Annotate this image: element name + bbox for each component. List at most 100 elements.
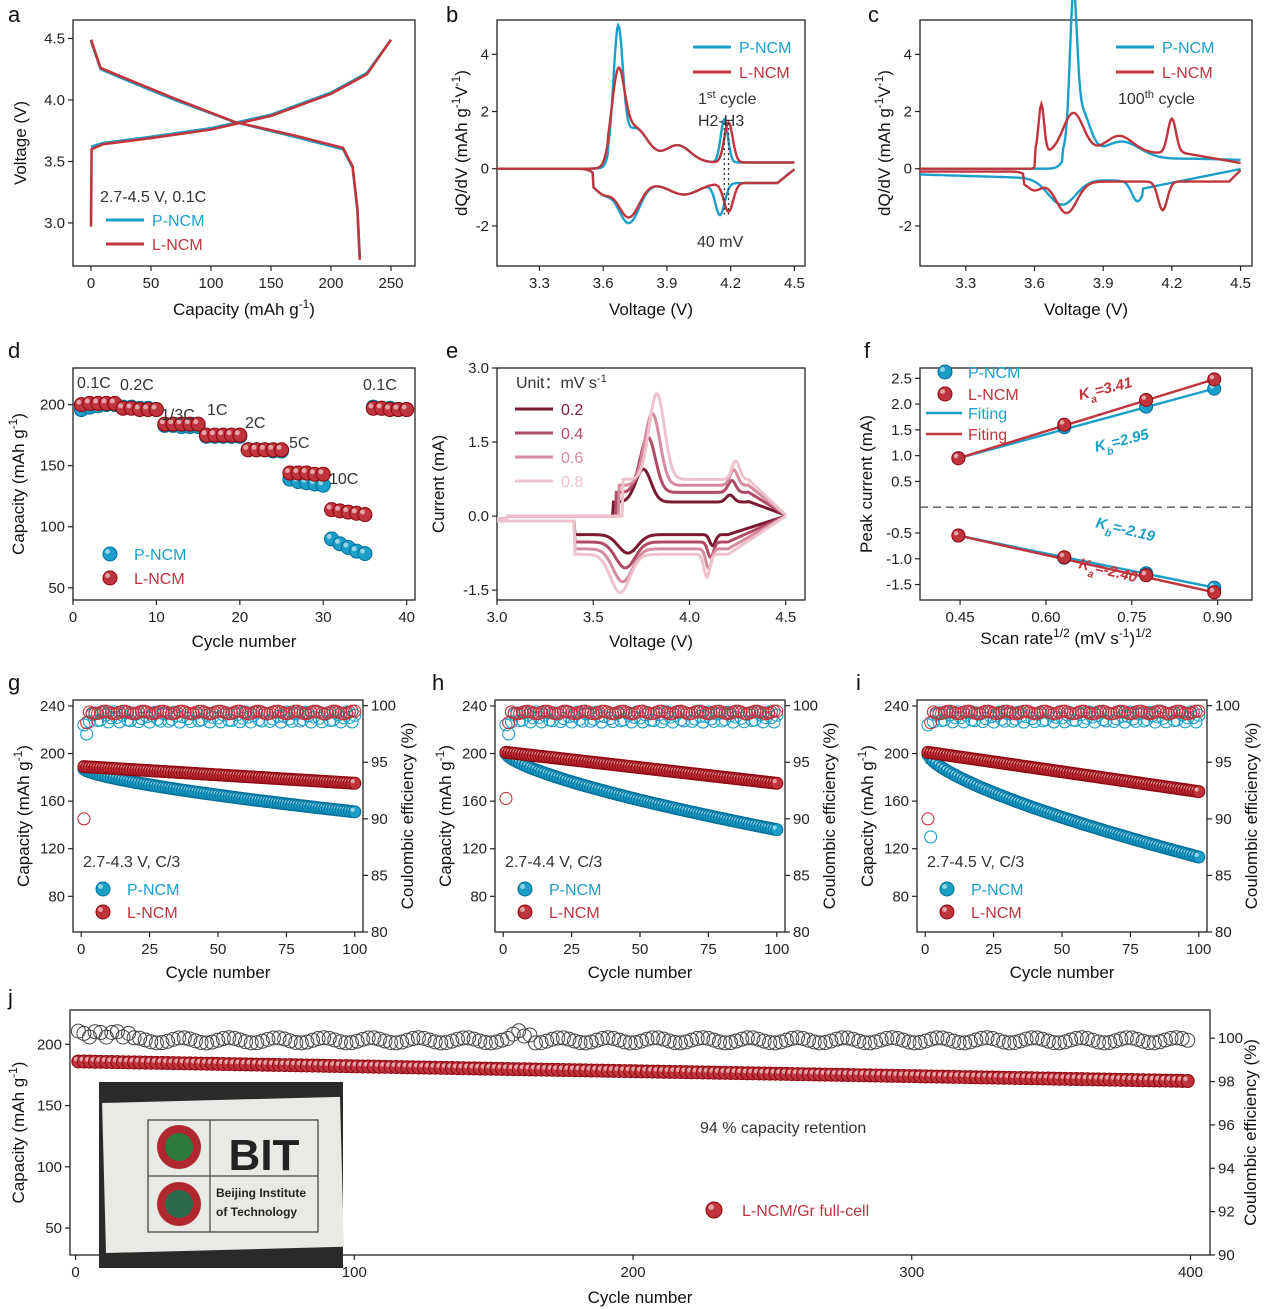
legend-l-ncm-marker — [937, 386, 953, 402]
point-highlight — [368, 403, 374, 409]
superscript-text: -1 — [872, 75, 886, 86]
text-span: =-2.19 — [1111, 519, 1157, 546]
legend-p-ncm-marker — [102, 546, 118, 562]
point-highlight — [93, 398, 99, 404]
x-tick-label: 100 — [198, 275, 223, 292]
text-span: cycle — [716, 91, 757, 108]
text-span: ) — [9, 1062, 28, 1068]
point-highlight — [350, 807, 355, 812]
y-tick-label: 0.0 — [468, 508, 489, 525]
ce-point — [327, 1032, 343, 1048]
legend-rate-label: 0.8 — [561, 474, 583, 491]
x-axis-title: Capacity (mAh g-1) — [173, 297, 315, 319]
text-span: ) — [309, 300, 315, 319]
condition-annotation: 2.7-4.3 V, C/3 — [83, 854, 180, 871]
text-span: dQ/dV (mAh g — [875, 108, 894, 216]
panel-letter: f — [864, 338, 871, 363]
ce-point — [789, 1030, 805, 1046]
ce-point — [1091, 1034, 1107, 1050]
capacity-point-P-NCM — [770, 823, 784, 837]
ce-point — [951, 1035, 967, 1051]
x-axis-title: Scan rate1/2 (mV s-1)1/2 — [980, 626, 1152, 648]
y2-tick-label: 100 — [371, 698, 396, 715]
ce-point — [645, 1030, 661, 1046]
ce-point — [282, 1033, 298, 1049]
ce-point — [834, 1030, 850, 1046]
ce-point — [1157, 1032, 1173, 1048]
point-highlight — [193, 419, 199, 425]
ce-point — [527, 1035, 543, 1051]
y-tick-label: 4.0 — [44, 92, 65, 109]
legend-l-ncm-marker — [95, 904, 111, 920]
panel-letter: a — [8, 2, 21, 27]
ce-point — [160, 1033, 176, 1049]
ce-point — [383, 1034, 399, 1050]
point-highlight — [134, 404, 140, 410]
ce-point — [907, 1035, 923, 1051]
panel-i: i0 25 50 75 1008012016020024080859095100Cycl… — [855, 670, 1261, 982]
y-tick-label: 2 — [481, 104, 489, 121]
ce-point — [739, 1030, 755, 1046]
point-highlight — [176, 419, 182, 425]
ce-point — [801, 1032, 817, 1048]
x-tick-label: 0 — [69, 609, 77, 626]
ce-point — [700, 1030, 716, 1046]
superscript-text: -1 — [872, 97, 886, 108]
ce-point — [873, 1032, 889, 1048]
ce-point — [1130, 1031, 1146, 1047]
point-highlight — [234, 430, 240, 436]
ce-point — [840, 1030, 856, 1046]
ce-point — [912, 1035, 928, 1051]
ce-point — [371, 1031, 387, 1047]
x-tick-label: 3.6 — [1024, 275, 1045, 292]
y2-tick-label: 90 — [1218, 1247, 1235, 1264]
y-tick-label: 240 — [884, 698, 909, 715]
ce-point — [1141, 1035, 1157, 1051]
ce-point — [522, 1027, 538, 1043]
x-tick-label: 50 — [210, 941, 227, 958]
y-tick-label: -1.5 — [463, 582, 489, 599]
legend-l-ncm-marker — [517, 904, 533, 920]
y2-tick-label: 90 — [1215, 811, 1232, 828]
y-tick-label: 1.5 — [468, 434, 489, 451]
ce-point — [1169, 1030, 1185, 1046]
ce-point — [455, 1030, 471, 1046]
data-point-P-NCM — [357, 546, 373, 562]
x-tick-label: 0 — [77, 941, 85, 958]
ce-point — [488, 1034, 504, 1050]
panel-letter: d — [8, 338, 20, 363]
ce-point — [182, 1031, 198, 1047]
y2-tick-label: 80 — [793, 924, 810, 941]
x-tick-label: 3.0 — [487, 609, 508, 626]
ce-point — [901, 1034, 917, 1050]
legend-p-ncm-marker — [939, 881, 955, 897]
ce-point — [516, 1028, 532, 1044]
point-highlight — [318, 469, 324, 475]
y2-tick-label: 95 — [793, 754, 810, 771]
ce-point — [366, 1030, 382, 1046]
point-highlight — [343, 542, 349, 548]
point-highlight — [335, 538, 340, 544]
charge-curve-P-NCM — [90, 38, 393, 148]
ce-point — [968, 1032, 984, 1048]
ce-point — [511, 1023, 527, 1039]
ce-point — [711, 1034, 727, 1050]
text-span: Capacity (mAh g — [9, 1078, 28, 1204]
x-tick-label: 3.5 — [583, 609, 604, 626]
y-axis-title: Voltage (V) — [11, 101, 30, 185]
capacity-point-P-NCM — [348, 805, 362, 819]
ce-point — [137, 1032, 153, 1048]
ce-point — [734, 1031, 750, 1047]
ce-point — [377, 1033, 393, 1049]
text-span: Capacity (mAh g — [9, 429, 28, 555]
ce-point — [243, 1035, 259, 1051]
x-tick-label: 100 — [342, 941, 367, 958]
ce-point — [1035, 1031, 1051, 1047]
ce-point-L-NCM — [921, 812, 935, 826]
x-tick-label: 100 — [764, 941, 789, 958]
ce-point — [778, 1032, 794, 1048]
legend-l-ncm-label: L-NCM — [549, 905, 600, 922]
ce-point — [628, 1035, 644, 1051]
ce-point — [929, 1030, 945, 1046]
